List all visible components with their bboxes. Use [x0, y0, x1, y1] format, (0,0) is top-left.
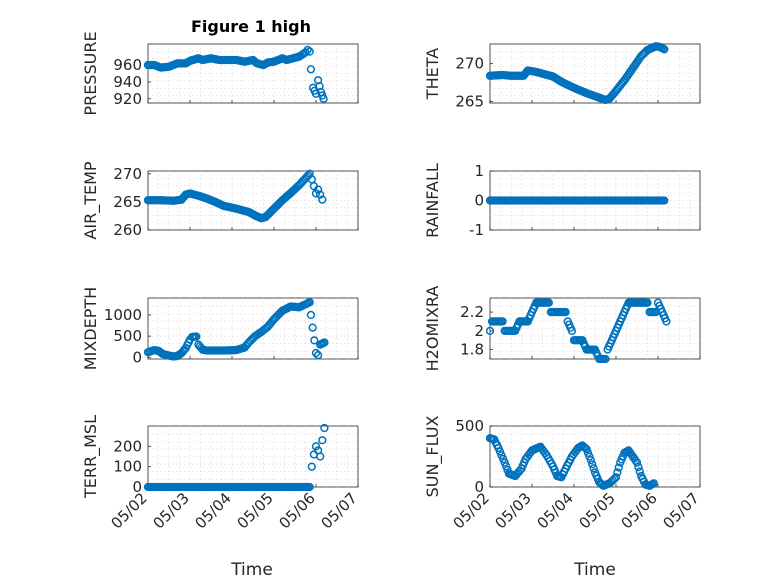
y-axis-label: THETA — [423, 48, 442, 100]
y-tick-label: 270 — [113, 165, 142, 183]
y-axis-label: SUN_FLUX — [423, 416, 443, 498]
data-point — [586, 456, 595, 465]
y-tick-label: 0 — [132, 478, 142, 496]
data-point — [588, 460, 597, 469]
data-point — [561, 307, 570, 317]
data-point — [320, 338, 329, 347]
data-point — [318, 195, 327, 204]
y-tick-label: 100 — [113, 458, 142, 476]
data-point — [311, 442, 321, 451]
y-tick-label: 960 — [113, 56, 142, 74]
data-point — [610, 474, 619, 483]
data-point — [660, 196, 669, 205]
data-point — [316, 452, 325, 461]
data-point — [660, 45, 669, 54]
y-tick-label: 1 — [474, 162, 484, 180]
data-point — [305, 482, 314, 492]
y-tick-label: 0 — [474, 192, 484, 210]
y-axis-label: H2OMIXRA — [423, 286, 442, 372]
data-point — [613, 468, 622, 477]
y-tick-label: 265 — [113, 193, 142, 211]
y-tick-label: 200 — [113, 437, 142, 455]
data-point — [192, 332, 201, 341]
y-tick-label: 1000 — [104, 306, 142, 324]
data-point — [498, 317, 507, 326]
y-tick-label: 2 — [474, 322, 484, 340]
data-point — [316, 190, 325, 199]
data-point — [318, 436, 327, 445]
y-tick-label: -1 — [469, 221, 484, 239]
data-point — [634, 462, 643, 472]
data-point — [306, 310, 316, 320]
subplot-rainfall: -1 0 1 RAINFALL — [423, 162, 701, 239]
y-axis-label: RAINFALL — [423, 163, 442, 238]
y-tick-label: 500 — [455, 417, 484, 435]
data-point — [635, 467, 644, 476]
y-tick-label: 260 — [113, 221, 142, 239]
y-axis-label: AIR_TEMP — [81, 161, 101, 239]
data-point — [583, 448, 593, 457]
data-point — [632, 458, 642, 467]
y-tick-label: 2.2 — [460, 303, 484, 321]
data-point — [305, 47, 314, 56]
data-point — [567, 326, 577, 335]
y-tick-label: 0 — [132, 348, 142, 366]
data-point — [313, 185, 323, 194]
data-point — [306, 65, 316, 74]
data-point — [585, 452, 594, 461]
data-point — [308, 323, 317, 332]
y-tick-label: 920 — [113, 90, 142, 108]
data-point — [319, 94, 328, 103]
data-point — [544, 298, 553, 307]
data-point — [500, 458, 509, 467]
data-point — [485, 326, 495, 335]
figure-title: Figure 1 high — [191, 17, 311, 36]
y-tick-label: 0 — [474, 478, 484, 496]
x-axis-label-left: Time — [230, 560, 273, 580]
data-point — [601, 354, 610, 364]
data-point — [310, 336, 319, 345]
y-axis-label: PRESSURE — [81, 31, 100, 115]
data-point — [662, 317, 671, 326]
subplot-h2omixra: 1.822.2 H2OMIXRA — [423, 286, 701, 372]
y-tick-label: 1.8 — [460, 341, 484, 359]
data-point — [303, 45, 312, 55]
data-point — [614, 463, 623, 472]
y-tick-label: 270 — [455, 55, 484, 73]
subplot-air-temp: 260 265 270 AIR_TEMP — [81, 161, 359, 240]
data-point — [501, 462, 511, 471]
data-point — [311, 348, 321, 358]
data-point — [649, 479, 658, 488]
data-point — [307, 462, 316, 471]
x-axis-label-right: Time — [573, 560, 616, 580]
y-axis-label: TERR_MSL — [81, 415, 101, 499]
y-tick-label: 940 — [113, 73, 142, 91]
data-point — [305, 298, 314, 307]
y-tick-label: 500 — [113, 327, 142, 345]
y-axis-label: MIXDEPTH — [81, 287, 100, 370]
data-point — [611, 473, 621, 482]
data-point — [313, 351, 323, 360]
data-point — [589, 464, 598, 473]
y-tick-label: 265 — [455, 92, 484, 110]
data-point — [582, 445, 591, 454]
data-point — [320, 423, 329, 433]
subplot-theta: 265 270 THETA — [423, 42, 701, 110]
data-point — [643, 298, 652, 307]
